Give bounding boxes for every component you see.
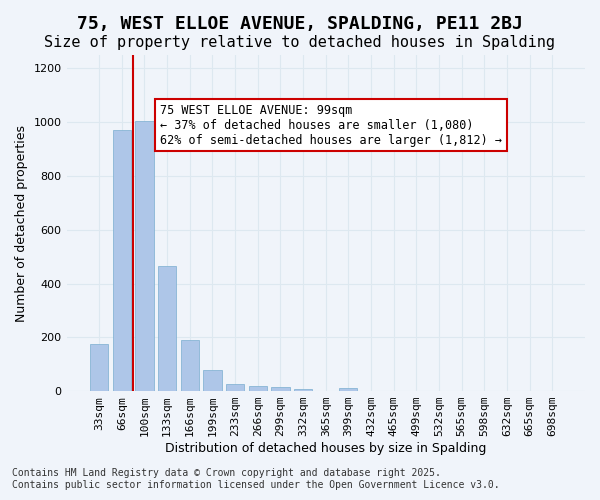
Bar bbox=[249, 386, 267, 391]
Text: Contains HM Land Registry data © Crown copyright and database right 2025.
Contai: Contains HM Land Registry data © Crown c… bbox=[12, 468, 500, 490]
Bar bbox=[136, 121, 154, 391]
Bar bbox=[226, 384, 244, 391]
Bar bbox=[158, 266, 176, 391]
Bar bbox=[90, 344, 108, 391]
Bar bbox=[271, 387, 290, 391]
Bar bbox=[340, 388, 358, 391]
X-axis label: Distribution of detached houses by size in Spalding: Distribution of detached houses by size … bbox=[165, 442, 487, 455]
Text: 75 WEST ELLOE AVENUE: 99sqm
← 37% of detached houses are smaller (1,080)
62% of : 75 WEST ELLOE AVENUE: 99sqm ← 37% of det… bbox=[160, 104, 502, 146]
Bar bbox=[181, 340, 199, 391]
Bar bbox=[203, 370, 221, 391]
Text: 75, WEST ELLOE AVENUE, SPALDING, PE11 2BJ: 75, WEST ELLOE AVENUE, SPALDING, PE11 2B… bbox=[77, 15, 523, 33]
Text: Size of property relative to detached houses in Spalding: Size of property relative to detached ho… bbox=[44, 35, 556, 50]
Bar bbox=[113, 130, 131, 391]
Y-axis label: Number of detached properties: Number of detached properties bbox=[15, 124, 28, 322]
Bar bbox=[294, 389, 312, 391]
